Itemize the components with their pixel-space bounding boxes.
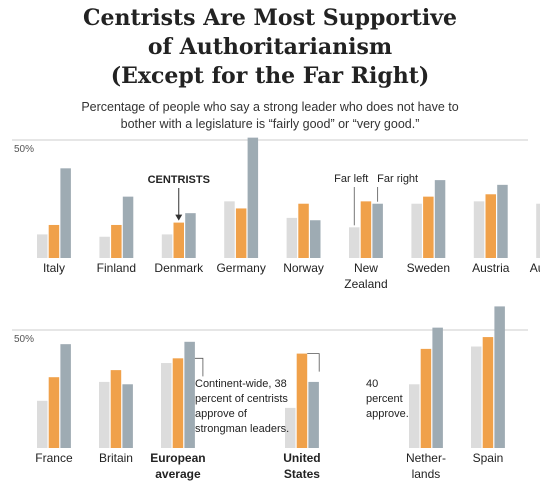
bar-centrists <box>235 208 247 258</box>
us-note-line: 40 <box>366 378 378 390</box>
bar-centrists <box>423 196 434 258</box>
europe-note-line: strongman leaders. <box>195 423 289 435</box>
europe-note-line: approve of <box>195 408 248 420</box>
bar-centrists <box>172 358 184 448</box>
category-label: Finland <box>97 261 136 275</box>
category-label: Germany <box>216 261 265 275</box>
europe-note-line: percent of centrists <box>195 393 288 405</box>
category-label: lands <box>412 467 441 481</box>
subtitle-line-1: Percentage of people who say a strong le… <box>81 100 459 114</box>
title-line-3: (Except for the Far Right) <box>110 63 430 89</box>
category-label: European <box>150 451 205 465</box>
centrists-arrow-head <box>175 214 183 221</box>
bar-far-left <box>471 346 482 448</box>
bar-far-right <box>494 306 505 448</box>
bar-far-right <box>308 381 319 448</box>
chart-title: Centrists Are Most Supportive of Authori… <box>0 4 540 91</box>
bar-far-left <box>224 201 235 258</box>
subtitle-line-2: bother with a legislature is “fairly goo… <box>120 117 420 131</box>
bar-far-left <box>285 407 296 448</box>
bar-centrists <box>360 201 372 258</box>
bar-far-right <box>185 213 196 258</box>
us-note-line: approve. <box>366 408 409 420</box>
bar-far-right <box>432 327 443 448</box>
far-right-annotation: Far right <box>377 173 418 185</box>
title-line-1: Centrists Are Most Supportive <box>83 5 457 31</box>
bar-far-right <box>247 137 259 258</box>
bar-far-left <box>99 236 110 258</box>
category-label: New <box>354 261 378 275</box>
bar-centrists <box>482 337 494 448</box>
category-label: average <box>155 467 201 481</box>
far-left-annotation: Far left <box>334 173 368 185</box>
category-label: Spain <box>473 451 504 465</box>
us-note-leader <box>307 353 320 372</box>
bar-centrists <box>110 370 122 448</box>
bar-far-left <box>536 203 540 258</box>
us-note-line: percent <box>366 393 403 405</box>
category-label: United <box>283 451 320 465</box>
bar-far-right <box>184 341 195 448</box>
bar-far-right <box>60 168 71 258</box>
category-label: Denmark <box>154 261 204 275</box>
bar-centrists <box>48 224 60 258</box>
category-label: Nether- <box>406 451 446 465</box>
category-label: Italy <box>43 261 65 275</box>
bar-far-right <box>122 384 133 448</box>
category-label: Australia <box>530 261 540 275</box>
bar-centrists <box>173 222 184 258</box>
bar-far-right <box>122 196 134 258</box>
bar-centrists <box>111 224 122 258</box>
bar-centrists <box>298 203 309 258</box>
category-label: Austria <box>472 261 510 275</box>
europe-note-line: Continent-wide, 38 <box>195 378 287 390</box>
y-tick-label: 50% <box>14 144 34 155</box>
bar-centrists <box>296 353 308 448</box>
bar-far-right <box>372 203 383 258</box>
bar-far-left <box>37 400 48 448</box>
bar-far-left <box>286 217 298 258</box>
bar-far-left <box>349 227 360 258</box>
y-tick-label: 50% <box>14 334 34 345</box>
bar-far-left <box>411 203 422 258</box>
centrists-annotation: CENTRISTS <box>148 174 210 186</box>
bar-far-right <box>310 220 321 258</box>
bar-centrists <box>485 194 496 258</box>
category-label: France <box>35 451 73 465</box>
bar-far-right <box>434 180 446 258</box>
bar-far-left <box>161 234 173 258</box>
bar-far-left <box>99 381 110 448</box>
chart-subtitle: Percentage of people who say a strong le… <box>0 99 540 133</box>
bar-far-left <box>37 234 48 258</box>
bar-far-right <box>497 184 508 258</box>
bar-far-right <box>60 344 71 448</box>
bar-far-left <box>473 201 485 258</box>
category-label: Britain <box>99 451 133 465</box>
bar-far-left <box>409 384 420 448</box>
title-line-2: of Authoritarianism <box>147 34 393 60</box>
category-label: Zealand <box>344 277 387 291</box>
category-label: States <box>284 467 320 481</box>
category-label: Norway <box>283 261 324 275</box>
europe-note-leader <box>194 357 204 377</box>
category-label: Sweden <box>407 261 450 275</box>
bar-far-left <box>161 363 172 448</box>
bar-centrists <box>420 348 432 448</box>
bar-centrists <box>48 377 60 448</box>
